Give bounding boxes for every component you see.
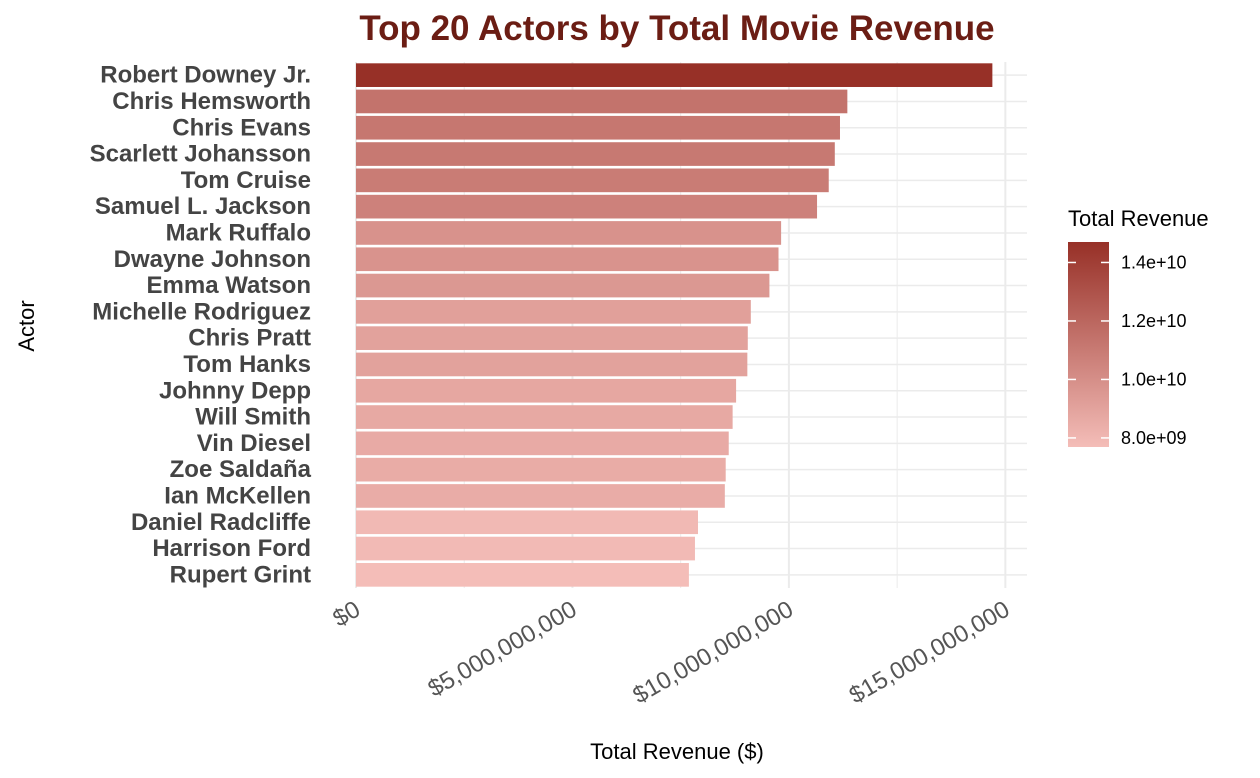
legend-ticks: 1.4e+10 1.2e+10 1.0e+10 8.0e+09 bbox=[1068, 252, 1187, 448]
y-tick-label-18: Harrison Ford bbox=[152, 535, 311, 562]
x-tick-label-1: $5,000,000,000 bbox=[423, 596, 581, 703]
legend-tick-label-1: 1.2e+10 bbox=[1121, 311, 1187, 331]
y-tick-label-11: Tom Hanks bbox=[183, 351, 311, 378]
bar-5 bbox=[356, 194, 818, 219]
bar-18 bbox=[356, 536, 695, 561]
bar-7 bbox=[356, 247, 779, 272]
y-tick-label-13: Will Smith bbox=[195, 404, 311, 431]
x-tick-label-0: $0 bbox=[328, 596, 365, 633]
y-tick-label-5: Samuel L. Jackson bbox=[95, 193, 311, 220]
legend-tick-label-3: 8.0e+09 bbox=[1121, 428, 1187, 448]
bar-12 bbox=[356, 378, 737, 403]
y-tick-label-3: Scarlett Johansson bbox=[90, 141, 311, 168]
bar-15 bbox=[356, 457, 726, 482]
x-tick-label-3: $15,000,000,000 bbox=[845, 596, 1015, 709]
bar-9 bbox=[356, 300, 751, 324]
y-tick-label-8: Emma Watson bbox=[147, 272, 311, 299]
y-tick-label-12: Johnny Depp bbox=[159, 377, 311, 404]
bar-13 bbox=[356, 405, 733, 429]
y-tick-label-15: Zoe Saldaña bbox=[170, 456, 312, 483]
bar-0 bbox=[356, 63, 993, 87]
y-tick-label-19: Rupert Grint bbox=[170, 561, 311, 588]
y-tick-label-4: Tom Cruise bbox=[181, 167, 311, 194]
legend-color-bar bbox=[1068, 242, 1109, 447]
bars-layer bbox=[356, 63, 993, 587]
bar-8 bbox=[356, 273, 770, 298]
y-tick-label-2: Chris Evans bbox=[172, 114, 311, 141]
chart-title: Top 20 Actors by Total Movie Revenue bbox=[359, 9, 994, 48]
y-tick-label-0: Robert Downey Jr. bbox=[100, 62, 311, 89]
bar-14 bbox=[356, 431, 729, 456]
bar-17 bbox=[356, 510, 698, 535]
legend-tick-label-0: 1.4e+10 bbox=[1121, 252, 1187, 272]
bar-10 bbox=[356, 326, 748, 350]
x-tick-label-2: $10,000,000,000 bbox=[628, 596, 798, 709]
y-tick-label-17: Daniel Radcliffe bbox=[131, 509, 311, 536]
y-tick-label-14: Vin Diesel bbox=[197, 430, 311, 457]
bar-16 bbox=[356, 484, 725, 508]
y-tick-label-10: Chris Pratt bbox=[188, 325, 311, 352]
bar-1 bbox=[356, 89, 848, 114]
color-legend: Total Revenue 1.4e+10 1.2e+10 1.0e+10 8.0e+… bbox=[1068, 206, 1209, 448]
y-tick-label-6: Mark Ruffalo bbox=[166, 219, 311, 246]
bar-11 bbox=[356, 352, 748, 377]
x-axis-title: Total Revenue ($) bbox=[590, 739, 764, 764]
y-tick-label-9: Michelle Rodriguez bbox=[92, 298, 311, 325]
bar-6 bbox=[356, 221, 782, 245]
bar-2 bbox=[356, 115, 840, 140]
bar-19 bbox=[356, 563, 689, 587]
y-tick-label-1: Chris Hemsworth bbox=[112, 88, 311, 115]
y-tick-label-16: Ian McKellen bbox=[164, 482, 311, 509]
x-axis-labels: $0 $5,000,000,000 $10,000,000,000 $15,000,0… bbox=[328, 596, 1014, 709]
y-axis-title: Actor bbox=[14, 300, 39, 351]
legend-tick-label-2: 1.0e+10 bbox=[1121, 369, 1187, 389]
bar-4 bbox=[356, 168, 829, 193]
y-tick-label-7: Dwayne Johnson bbox=[114, 246, 311, 273]
legend-title: Total Revenue bbox=[1068, 206, 1209, 231]
bar-3 bbox=[356, 142, 835, 166]
grid-layer bbox=[355, 62, 1027, 588]
